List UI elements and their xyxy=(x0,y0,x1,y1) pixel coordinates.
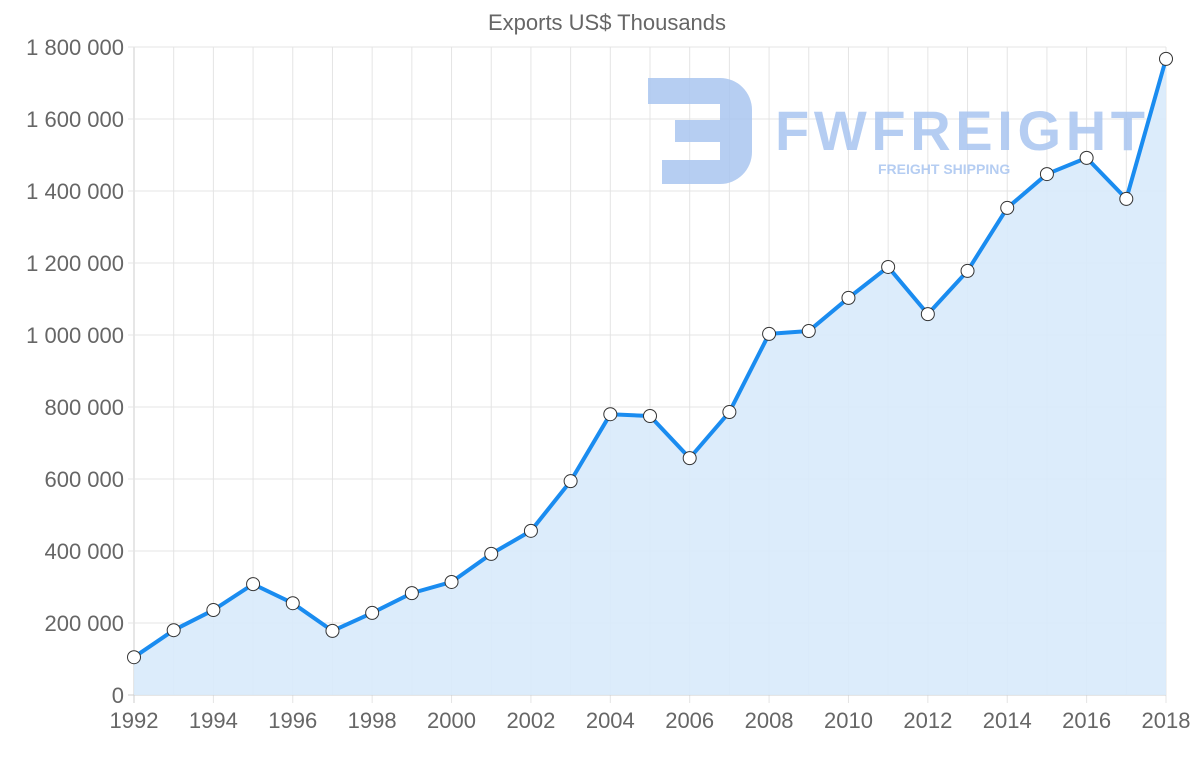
data-point xyxy=(563,474,578,489)
data-point xyxy=(246,577,261,592)
y-tick-label: 1 200 000 xyxy=(26,251,124,276)
data-point xyxy=(166,623,181,638)
x-tick-label: 2004 xyxy=(586,708,635,733)
x-tick-label: 2002 xyxy=(506,708,555,733)
data-point xyxy=(404,586,419,601)
y-tick-label: 200 000 xyxy=(44,611,124,636)
x-tick-label: 2014 xyxy=(983,708,1032,733)
data-point xyxy=(206,603,221,618)
data-point xyxy=(444,574,459,589)
data-point xyxy=(1159,51,1173,66)
x-tick-label: 1998 xyxy=(348,708,397,733)
data-point xyxy=(365,605,380,620)
y-tick-label: 1 600 000 xyxy=(26,107,124,132)
data-point xyxy=(285,596,300,611)
data-point xyxy=(762,326,777,341)
y-tick-label: 1 400 000 xyxy=(26,179,124,204)
watermark-tagline: FREIGHT SHIPPING xyxy=(878,161,1010,177)
y-tick-label: 600 000 xyxy=(44,467,124,492)
data-point xyxy=(127,650,141,665)
area-fill xyxy=(134,58,1166,695)
data-point xyxy=(920,307,935,322)
watermark-brand: FWFREIGHT xyxy=(775,99,1145,162)
x-tick-label: 2016 xyxy=(1062,708,1111,733)
logo-mark-icon xyxy=(648,78,752,184)
data-point xyxy=(1119,191,1134,206)
data-point xyxy=(1039,167,1054,182)
data-point xyxy=(722,405,737,420)
x-tick-label: 1992 xyxy=(110,708,159,733)
y-tick-label: 1 800 000 xyxy=(26,35,124,60)
data-point xyxy=(881,259,896,274)
watermark-logo: FWFREIGHT FREIGHT SHIPPING xyxy=(648,78,1145,184)
x-tick-label: 2000 xyxy=(427,708,476,733)
data-point xyxy=(484,546,499,561)
x-tick-label: 2006 xyxy=(665,708,714,733)
data-point xyxy=(523,523,538,538)
axis-ticks: 0 200 000 400 000 600 000 800 000 1 000 000 1 … xyxy=(26,35,1190,733)
y-tick-label: 800 000 xyxy=(44,395,124,420)
x-tick-label: 2012 xyxy=(903,708,952,733)
y-tick-label: 1 000 000 xyxy=(26,323,124,348)
data-point xyxy=(1079,150,1094,165)
y-tick-label: 0 xyxy=(112,683,124,708)
data-point xyxy=(801,324,816,339)
data-point xyxy=(325,623,340,638)
x-tick-label: 2008 xyxy=(745,708,794,733)
data-point xyxy=(1000,200,1015,215)
data-point xyxy=(682,451,697,466)
data-points xyxy=(127,51,1173,665)
x-tick-label: 2018 xyxy=(1142,708,1191,733)
y-tick-label: 400 000 xyxy=(44,539,124,564)
x-tick-label: 1994 xyxy=(189,708,238,733)
data-point xyxy=(960,263,975,278)
data-point xyxy=(603,407,618,422)
data-point xyxy=(643,409,657,423)
x-tick-label: 1996 xyxy=(268,708,317,733)
x-tick-label: 2010 xyxy=(824,708,873,733)
data-point xyxy=(841,290,856,305)
chart-title: Exports US$ Thousands xyxy=(488,10,726,35)
